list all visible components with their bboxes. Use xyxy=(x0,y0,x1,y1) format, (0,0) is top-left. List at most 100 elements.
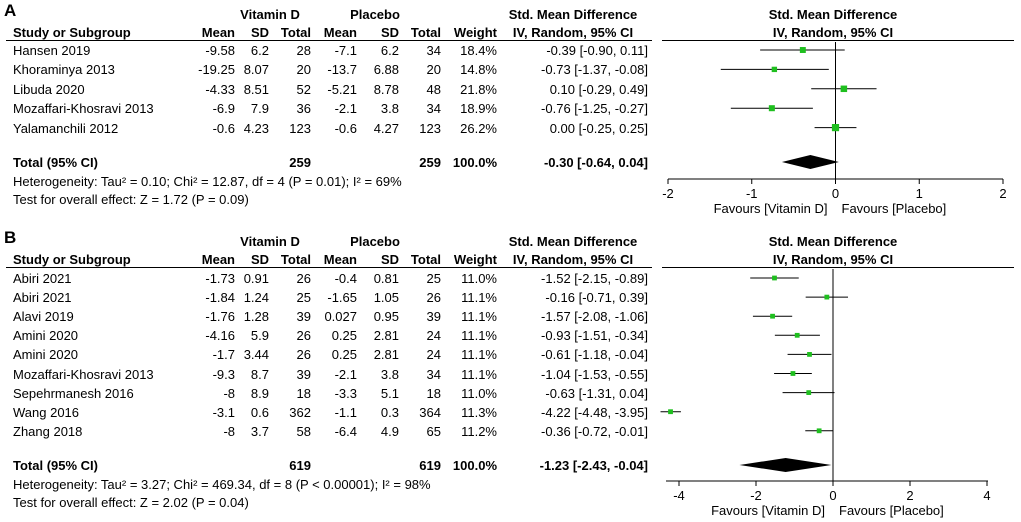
sd-vitamin-d: 1.28 xyxy=(243,309,269,325)
mean-vitamin-d: -1.73 xyxy=(205,271,235,286)
total-placebo: 123 xyxy=(419,120,441,136)
header-placebo: Placebo xyxy=(350,7,400,22)
total-vitamin-d: 36 xyxy=(296,101,311,117)
header-sd-2: SD xyxy=(380,25,399,40)
total-vitamin-d: 18 xyxy=(296,385,311,401)
smd-ci-value: -0.76 [-1.25, -0.27] xyxy=(541,101,648,117)
x-tick-label: 0 xyxy=(829,488,836,503)
header-rule-table xyxy=(6,40,652,41)
header-smd-sub: IV, Random, 95% CI xyxy=(512,25,634,40)
mean-vitamin-d: -8 xyxy=(223,423,235,439)
mean-vitamin-d: -1.76 xyxy=(205,309,235,325)
sd-vitamin-d: 8.7 xyxy=(250,366,269,382)
study-marker xyxy=(799,47,806,53)
header-plot-title: Std. Mean Difference xyxy=(768,7,898,22)
study-name: Alavi 2019 xyxy=(13,309,74,325)
study-marker xyxy=(816,428,822,434)
sd-vitamin-d: 8.9 xyxy=(250,385,269,401)
total-vitamin-d: 58 xyxy=(296,423,311,439)
weight-value: 14.8% xyxy=(460,62,497,78)
study-marker xyxy=(771,66,778,73)
study-name: Abiri 2021 xyxy=(13,290,72,306)
sd-vitamin-d: 4.23 xyxy=(243,120,269,136)
x-tick-label: -2 xyxy=(662,186,674,201)
sd-placebo: 0.3 xyxy=(380,404,399,420)
sd-placebo: 5.1 xyxy=(380,385,399,401)
smd-ci-value: -0.39 [-0.90, 0.11] xyxy=(546,43,648,58)
total-placebo: 24 xyxy=(426,347,441,363)
total-placebo: 26 xyxy=(426,290,441,306)
weight-value: 11.2% xyxy=(461,423,497,439)
sd-placebo: 1.05 xyxy=(373,290,399,306)
header-study: Study or Subgroup xyxy=(13,252,131,267)
total-placebo: 18 xyxy=(426,385,441,401)
header-total-1: Total xyxy=(280,252,311,267)
weight-value: 11.1% xyxy=(461,290,497,306)
weight-value: 11.1% xyxy=(461,347,497,363)
total-vitamin-d: 20 xyxy=(296,62,311,78)
total-vitamin-d: 25 xyxy=(296,290,311,306)
smd-ci-value: -0.16 [-0.71, 0.39] xyxy=(545,290,648,306)
weight-value: 21.8% xyxy=(460,81,497,97)
study-marker xyxy=(824,294,830,300)
header-rule-table xyxy=(6,267,652,268)
sd-placebo: 6.2 xyxy=(380,43,399,58)
mean-placebo: -7.1 xyxy=(334,43,357,58)
smd-ci-value: -1.57 [-2.08, -1.06] xyxy=(541,309,648,325)
sd-vitamin-d: 7.9 xyxy=(250,101,269,117)
header-mean-1: Mean xyxy=(201,252,235,267)
study-name: Khoraminya 2013 xyxy=(13,62,115,78)
mean-vitamin-d: -1.84 xyxy=(205,290,235,306)
mean-placebo: 0.027 xyxy=(324,309,357,325)
sd-placebo: 2.81 xyxy=(373,328,399,344)
total-placebo: 34 xyxy=(426,366,441,382)
x-tick-label: 4 xyxy=(983,488,990,503)
favours-placebo-label: Favours [Placebo] xyxy=(842,201,947,216)
study-marker xyxy=(772,275,777,281)
favours-placebo-label: Favours [Placebo] xyxy=(839,503,944,518)
total-placebo: 25 xyxy=(426,271,441,286)
x-tick-label: 2 xyxy=(906,488,913,503)
header-smd: Std. Mean Difference xyxy=(508,7,638,22)
total-placebo: 34 xyxy=(426,43,441,58)
sd-placebo: 4.9 xyxy=(380,423,399,439)
header-weight: Weight xyxy=(453,252,497,267)
header-total-1: Total xyxy=(280,25,311,40)
sd-vitamin-d: 8.51 xyxy=(243,81,269,97)
total-vitamin-d: 39 xyxy=(296,309,311,325)
total-weight: 100.0% xyxy=(452,155,497,170)
mean-vitamin-d: -19.25 xyxy=(198,62,235,78)
sd-vitamin-d: 6.2 xyxy=(250,43,269,58)
total-vitamin-d: 39 xyxy=(296,366,311,382)
total-vitamin-d: 52 xyxy=(296,81,311,97)
weight-value: 11.0% xyxy=(461,385,497,401)
sd-vitamin-d: 5.9 xyxy=(250,328,269,344)
total-vitamin-d: 26 xyxy=(296,347,311,363)
total-label: Total (95% CI) xyxy=(13,458,98,473)
mean-vitamin-d: -9.58 xyxy=(205,43,235,58)
total-vitamin-d: 362 xyxy=(289,404,311,420)
mean-placebo: -1.1 xyxy=(334,404,357,420)
overall-effect-text: Test for overall effect: Z = 2.02 (P = 0… xyxy=(13,495,249,510)
header-plot-title: Std. Mean Difference xyxy=(768,234,898,249)
sd-placebo: 0.81 xyxy=(373,271,399,286)
total-n-vitamin-d: 259 xyxy=(289,155,311,170)
header-plot-sub: IV, Random, 95% CI xyxy=(772,252,894,267)
header-vitamin-d: Vitamin D xyxy=(240,7,300,22)
header-vitamin-d: Vitamin D xyxy=(240,234,300,249)
total-n-placebo: 619 xyxy=(419,458,441,473)
sd-placebo: 4.27 xyxy=(373,120,399,136)
header-rule-plot xyxy=(662,40,1014,41)
weight-value: 11.1% xyxy=(461,366,497,382)
header-total-2: Total xyxy=(410,25,441,40)
sd-placebo: 0.95 xyxy=(373,309,399,325)
panel-label-B: B xyxy=(4,228,17,247)
study-marker xyxy=(770,313,775,319)
header-total-2: Total xyxy=(410,252,441,267)
overall-effect-text: Test for overall effect: Z = 1.72 (P = 0… xyxy=(13,192,249,207)
mean-placebo: -13.7 xyxy=(327,62,357,78)
favours-vitamin-d-label: Favours [Vitamin D] xyxy=(714,201,828,216)
sd-placebo: 6.88 xyxy=(373,62,399,78)
x-tick-label: 1 xyxy=(916,186,923,201)
mean-placebo: 0.25 xyxy=(331,347,357,363)
